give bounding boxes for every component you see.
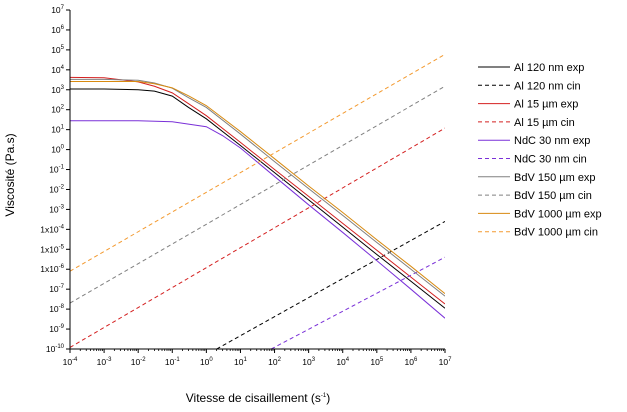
series-line-0 — [70, 88, 445, 309]
y-tick-label: 1x10-6 — [40, 264, 64, 274]
x-tick-label: 10-3 — [97, 357, 112, 367]
y-tick-label: 10-10 — [46, 344, 65, 354]
series-layer — [70, 53, 445, 349]
y-tick-label: 10-3 — [49, 204, 64, 214]
y-tick-label: 107 — [51, 5, 64, 15]
y-axis-title: Viscosité (Pa.s) — [3, 133, 17, 216]
legend-label-4: NdC 30 nm exp — [514, 135, 590, 147]
y-tick-label: 101 — [51, 125, 64, 135]
x-tick-label: 10-4 — [63, 357, 78, 367]
y-tick-label: 10-7 — [49, 284, 64, 294]
series-line-3 — [70, 127, 445, 348]
x-tick-label: 107 — [439, 357, 452, 367]
y-tick-label: 102 — [51, 105, 64, 115]
series-line-5 — [271, 256, 445, 349]
y-tick-label: 100 — [51, 145, 64, 155]
legend-label-3: Al 15 µm cin — [514, 117, 575, 129]
x-tick-label: 101 — [234, 357, 247, 367]
x-axis-title: Vitesse de cisaillement (s-1) — [186, 391, 331, 405]
legend-label-1: Al 120 nm cin — [514, 80, 581, 92]
series-line-1 — [216, 220, 445, 349]
y-tick-label: 105 — [51, 45, 64, 55]
x-tick-label: 103 — [302, 357, 315, 367]
legend-label-8: BdV 1000 µm exp — [514, 208, 602, 220]
x-tick-label: 105 — [370, 357, 383, 367]
y-tick-label: 103 — [51, 85, 64, 95]
x-tick-label: 10-2 — [131, 357, 146, 367]
y-tick-label: 104 — [51, 65, 64, 75]
y-tick-label: 10-2 — [49, 184, 64, 194]
legend-label-6: BdV 150 µm exp — [514, 172, 596, 184]
x-tick-label: 10-1 — [165, 357, 180, 367]
series-line-8 — [70, 80, 445, 294]
x-tick-label: 104 — [336, 357, 349, 367]
y-tick-label: 10-9 — [49, 324, 64, 334]
y-tick-label: 106 — [51, 25, 64, 35]
series-line-9 — [70, 53, 445, 272]
x-tick-label: 102 — [268, 357, 281, 367]
y-tick-label: 1x10-5 — [40, 244, 64, 254]
y-tick-label: 10-1 — [49, 165, 64, 175]
y-tick-label: 10-8 — [49, 304, 64, 314]
legend-label-9: BdV 1000 µm cin — [514, 227, 598, 239]
legend-label-7: BdV 150 µm cin — [514, 190, 592, 202]
x-tick-label: 100 — [200, 357, 213, 367]
legend-label-0: Al 120 nm exp — [514, 62, 584, 74]
x-tick-label: 106 — [405, 357, 418, 367]
legend-label-5: NdC 30 nm cin — [514, 154, 587, 166]
axes: 10-4 10-3 10-2 10-1 100 101 102 103 104 105 106 107… — [40, 5, 452, 367]
legend-label-2: Al 15 µm exp — [514, 99, 578, 111]
series-line-4 — [70, 120, 445, 319]
series-line-7 — [70, 85, 445, 304]
legend: Al 120 nm exp Al 120 nm cin Al 15 µm exp Al… — [478, 62, 602, 239]
y-tick-label: 1x10-4 — [40, 224, 64, 234]
series-line-2 — [70, 76, 445, 305]
series-line-6 — [70, 78, 445, 297]
